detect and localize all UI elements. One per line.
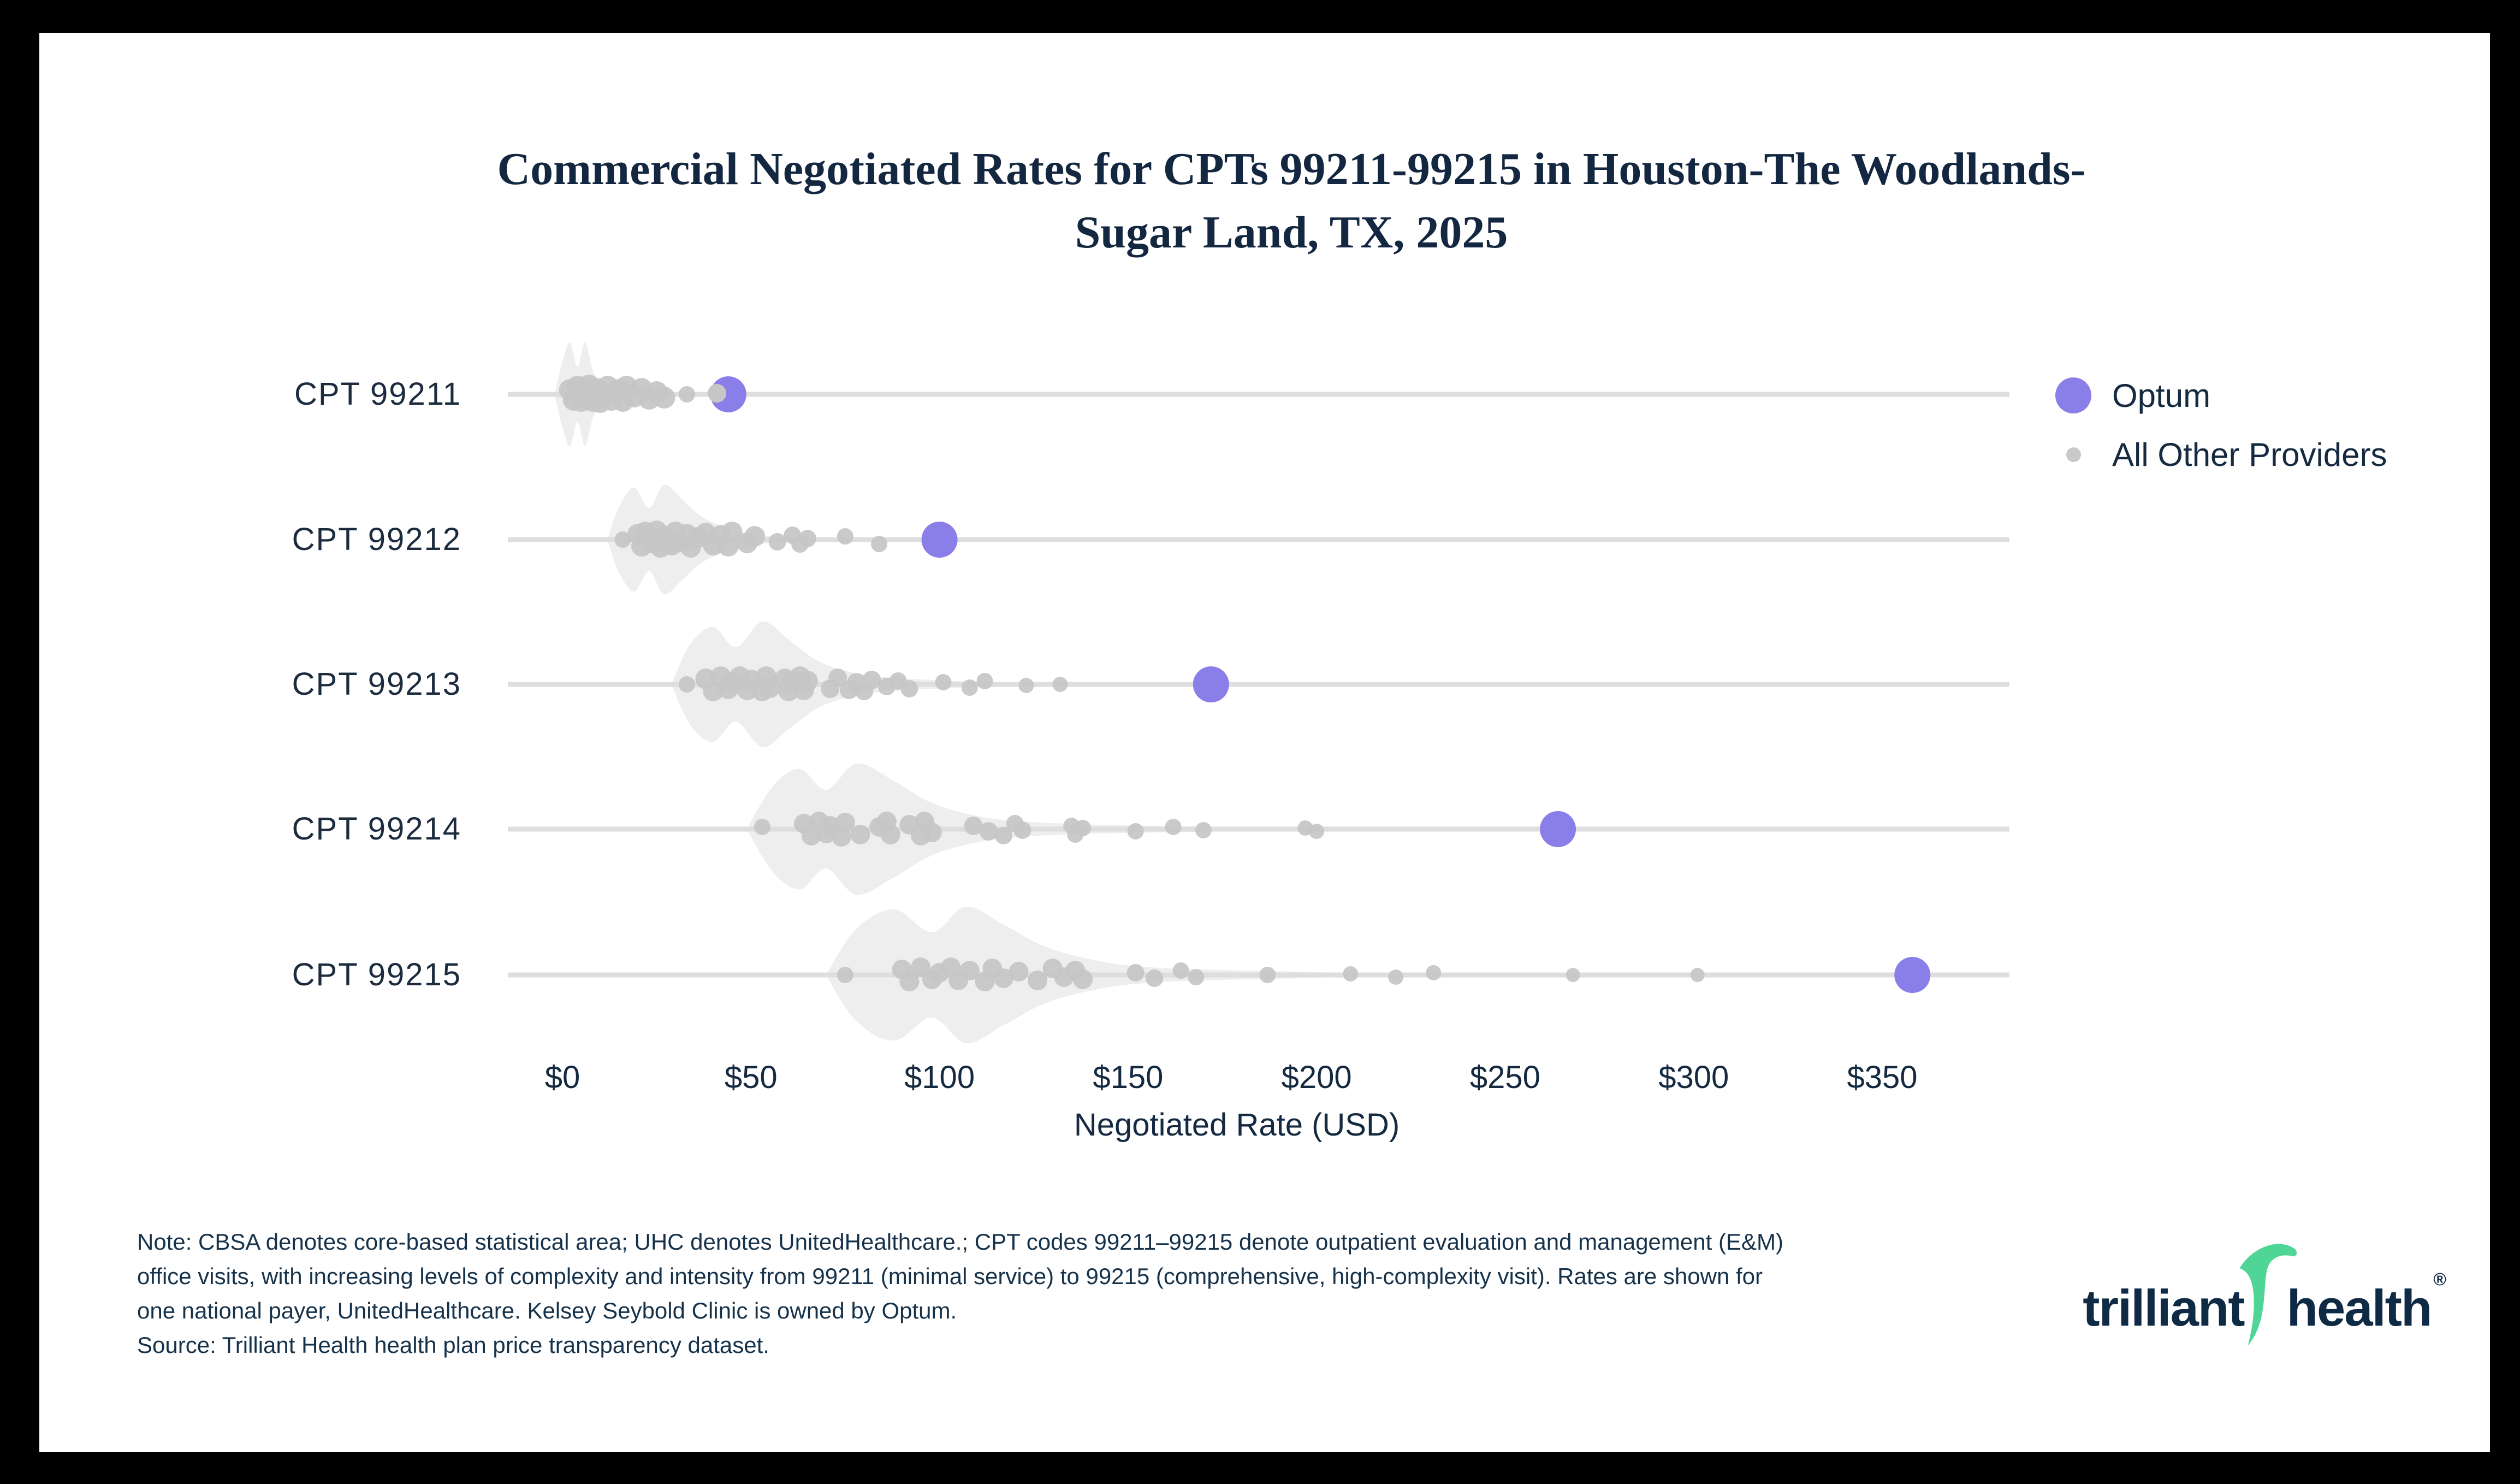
x-tick-label: $0: [545, 1060, 580, 1095]
other-provider-dot: [768, 533, 786, 551]
other-provider-dot: [1566, 968, 1580, 982]
optum-dot-icon: [2055, 377, 2091, 413]
other-provider-dot: [850, 825, 870, 844]
x-tick-label: $200: [1282, 1060, 1352, 1095]
optum-dot: [1193, 666, 1229, 702]
other-provider-dot: [1309, 824, 1325, 839]
other-provider-dot: [1188, 969, 1205, 985]
logo-word-health: health: [2286, 1279, 2433, 1337]
other-provider-dot: [1013, 821, 1031, 839]
footnote-line-3: one national payer, UnitedHealthcare. Ke…: [137, 1298, 957, 1323]
category-label-cpt-99211: CPT 99211: [294, 376, 461, 412]
other-provider-dot: [1146, 969, 1164, 987]
other-provider-dot: [1195, 822, 1212, 838]
chart-title-line-2: Sugar Land, TX, 2025: [1075, 207, 1508, 258]
other-provider-dot: [994, 827, 1012, 844]
trilliant-health-logo: trilliant health ®: [2083, 1243, 2446, 1365]
other-provider-dot: [835, 813, 855, 832]
x-tick-label: $50: [725, 1060, 778, 1095]
other-provider-dot: [976, 673, 993, 689]
x-tick-label: $100: [904, 1060, 975, 1095]
legend-swatch-box: [2054, 447, 2092, 462]
other-provider-dot: [721, 522, 743, 542]
other-provider-dot: [871, 536, 888, 552]
category-label-cpt-99215: CPT 99215: [292, 957, 461, 992]
other-provider-dot: [1388, 969, 1404, 985]
legend-label-optum: Optum: [2112, 377, 2211, 414]
other-provider-dot: [1426, 965, 1442, 980]
other-provider-dot: [614, 531, 631, 548]
x-axis-title: Negotiated Rate (USD): [1074, 1107, 1400, 1143]
other-provider-dot: [1127, 823, 1144, 839]
other-provider-dot: [961, 679, 978, 696]
other-provider-dot: [1172, 962, 1189, 979]
other-provider-dot: [1165, 819, 1182, 835]
optum-dot: [1540, 811, 1576, 847]
other-provider-dot: [935, 674, 952, 690]
optum-dot: [921, 522, 958, 558]
other-provider-dot: [1028, 971, 1048, 990]
other-providers-dot-icon: [2066, 447, 2081, 462]
other-provider-dot: [754, 819, 771, 835]
other-provider-dot: [1074, 820, 1091, 836]
other-provider-dot: [1052, 677, 1068, 692]
other-provider-dot: [837, 967, 853, 983]
chart-title-line-1: Commercial Negotiated Rates for CPTs 992…: [497, 144, 2086, 194]
other-provider-dot: [959, 961, 980, 980]
footnote-line-4: Source: Trilliant Health health plan pri…: [137, 1332, 769, 1358]
category-label-cpt-99213: CPT 99213: [292, 666, 461, 702]
category-label-cpt-99212: CPT 99212: [292, 522, 461, 557]
other-provider-dot: [1009, 962, 1029, 982]
legend-label-all-other-providers: All Other Providers: [2112, 436, 2387, 473]
legend: Optum All Other Providers: [2054, 376, 2387, 494]
footnote: Note: CBSA denotes core-based statistica…: [137, 1225, 2026, 1362]
logo-green-swoosh-icon: [2239, 1243, 2297, 1346]
x-tick-label: $300: [1658, 1060, 1729, 1095]
legend-item-all-other-providers: All Other Providers: [2054, 435, 2387, 474]
x-tick-label: $350: [1847, 1060, 1917, 1095]
footnote-line-2: office visits, with increasing levels of…: [137, 1263, 1763, 1289]
other-provider-dot: [1126, 964, 1145, 982]
other-provider-dot: [828, 669, 847, 687]
other-provider-dot: [798, 530, 816, 547]
other-provider-dot: [1343, 966, 1359, 982]
other-provider-dot: [1018, 678, 1034, 693]
other-provider-dot: [979, 822, 998, 841]
other-provider-dot: [678, 676, 695, 693]
other-provider-dot: [744, 526, 766, 547]
other-provider-dot-front: [708, 384, 727, 403]
other-provider-dot: [797, 671, 818, 691]
x-tick-label: $250: [1470, 1060, 1540, 1095]
other-provider-dot: [837, 528, 853, 545]
legend-swatch-box: [2054, 377, 2092, 413]
other-provider-dot: [1072, 969, 1093, 989]
frame-edge-right: [2490, 0, 2520, 1484]
frame-edge-top: [0, 0, 2520, 33]
frame-edge-left: [0, 0, 39, 1484]
optum-dot: [1894, 957, 1931, 993]
other-provider-dot: [900, 680, 918, 697]
other-provider-dot: [880, 825, 900, 844]
other-provider-dot: [964, 817, 983, 835]
other-provider-dot: [922, 823, 942, 842]
logo-word-trilliant: trilliant: [2083, 1279, 2245, 1337]
other-provider-dot: [862, 671, 881, 689]
chart-title: Commercial Negotiated Rates for CPTs 992…: [295, 138, 2288, 264]
legend-item-optum: Optum: [2054, 376, 2387, 415]
other-provider-dot: [1259, 967, 1276, 983]
other-provider-dot: [993, 968, 1013, 988]
frame-edge-bottom: [0, 1452, 2520, 1484]
other-provider-dot: [899, 972, 920, 991]
other-provider-dot: [1690, 968, 1705, 982]
other-provider-dot: [678, 386, 695, 403]
category-label-cpt-99214: CPT 99214: [292, 811, 461, 847]
x-tick-label: $150: [1093, 1060, 1163, 1095]
logo-registered-mark: ®: [2433, 1269, 2446, 1289]
footnote-line-1: Note: CBSA denotes core-based statistica…: [137, 1229, 1783, 1255]
other-provider-dot: [653, 387, 675, 409]
other-provider-dot: [759, 677, 780, 698]
